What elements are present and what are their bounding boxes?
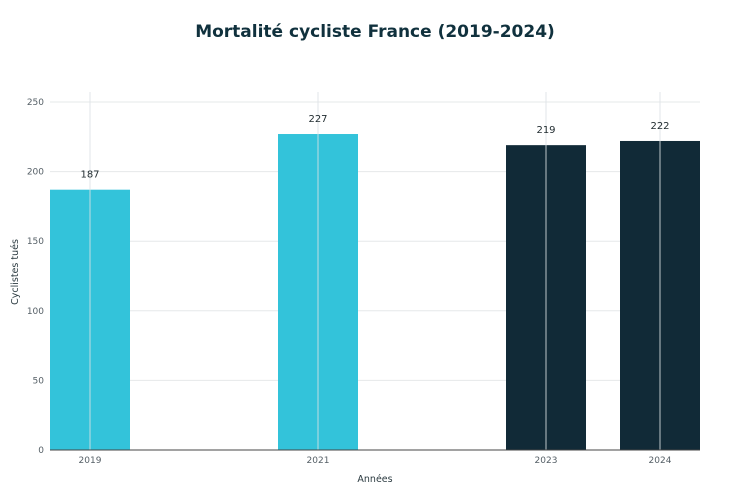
data-label-2023: 219	[536, 125, 555, 136]
x-tick-label: 2021	[307, 456, 330, 466]
x-axis-label: Années	[357, 474, 392, 485]
grid	[50, 101, 700, 381]
y-axis-label: Cyclistes tués	[10, 239, 21, 305]
chart-title: Mortalité cycliste France (2019-2024)	[195, 22, 555, 42]
bars	[50, 134, 700, 451]
x-tick-label: 2023	[535, 456, 558, 466]
y-tick-label: 150	[27, 237, 44, 247]
ticks: 0 50 100 150 200 250 2019 2021 2023 2024	[27, 98, 672, 466]
y-tick-label: 50	[33, 376, 45, 386]
data-label-2024: 222	[650, 121, 669, 132]
data-label-2021: 227	[308, 114, 327, 125]
x-tick-label: 2024	[649, 456, 672, 466]
y-tick-label: 100	[27, 307, 44, 317]
y-tick-label: 250	[27, 98, 44, 108]
vertical-grid	[89, 92, 661, 450]
data-labels: 187 227 219 222	[80, 114, 669, 181]
data-label-2019: 187	[80, 170, 99, 181]
x-tick-label: 2019	[79, 456, 102, 466]
y-tick-label: 200	[27, 168, 44, 178]
y-tick-label: 0	[38, 446, 44, 456]
